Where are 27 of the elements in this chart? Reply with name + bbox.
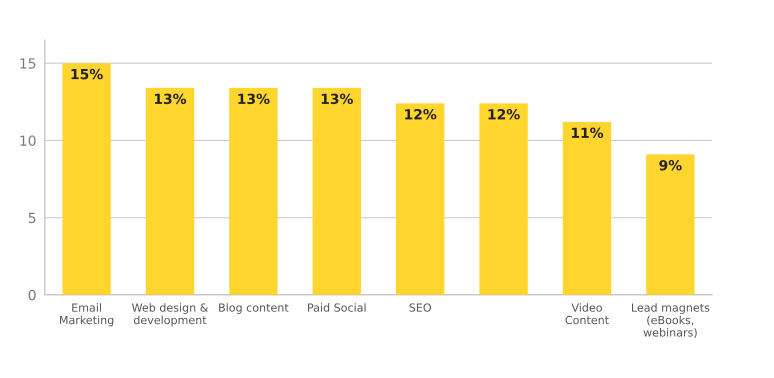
data-label: 11%	[572, 128, 604, 138]
bar	[62, 63, 111, 295]
bar	[479, 103, 528, 295]
x-tick-label: Email Marketing	[60, 303, 114, 326]
x-tick-label: Blog content	[219, 303, 288, 314]
data-label: 13%	[154, 94, 186, 104]
data-label: 12%	[488, 109, 520, 120]
bar	[312, 88, 361, 295]
y-tick-label: 10	[20, 135, 36, 146]
bar	[396, 103, 444, 295]
bar	[646, 154, 695, 295]
data-label: 13%	[238, 94, 270, 104]
data-label: 12%	[405, 109, 436, 120]
x-tick-label: Paid Social	[308, 303, 366, 312]
y-tick-label: 15	[20, 58, 36, 69]
bar	[229, 88, 278, 295]
x-tick-label: Lead magnets (eBooks, webinars)	[632, 303, 710, 338]
data-label: 15%	[72, 68, 103, 80]
bar	[146, 88, 194, 295]
bar	[562, 122, 612, 295]
x-tick-label: SEO	[410, 303, 431, 312]
data-label: 13%	[322, 94, 353, 104]
x-tick-label: Video Content	[566, 303, 609, 324]
data-label: 9%	[659, 160, 682, 170]
y-tick-label: 5	[28, 212, 36, 224]
y-tick-label: 0	[28, 290, 36, 300]
x-tick-label: Web design & development	[132, 303, 208, 326]
